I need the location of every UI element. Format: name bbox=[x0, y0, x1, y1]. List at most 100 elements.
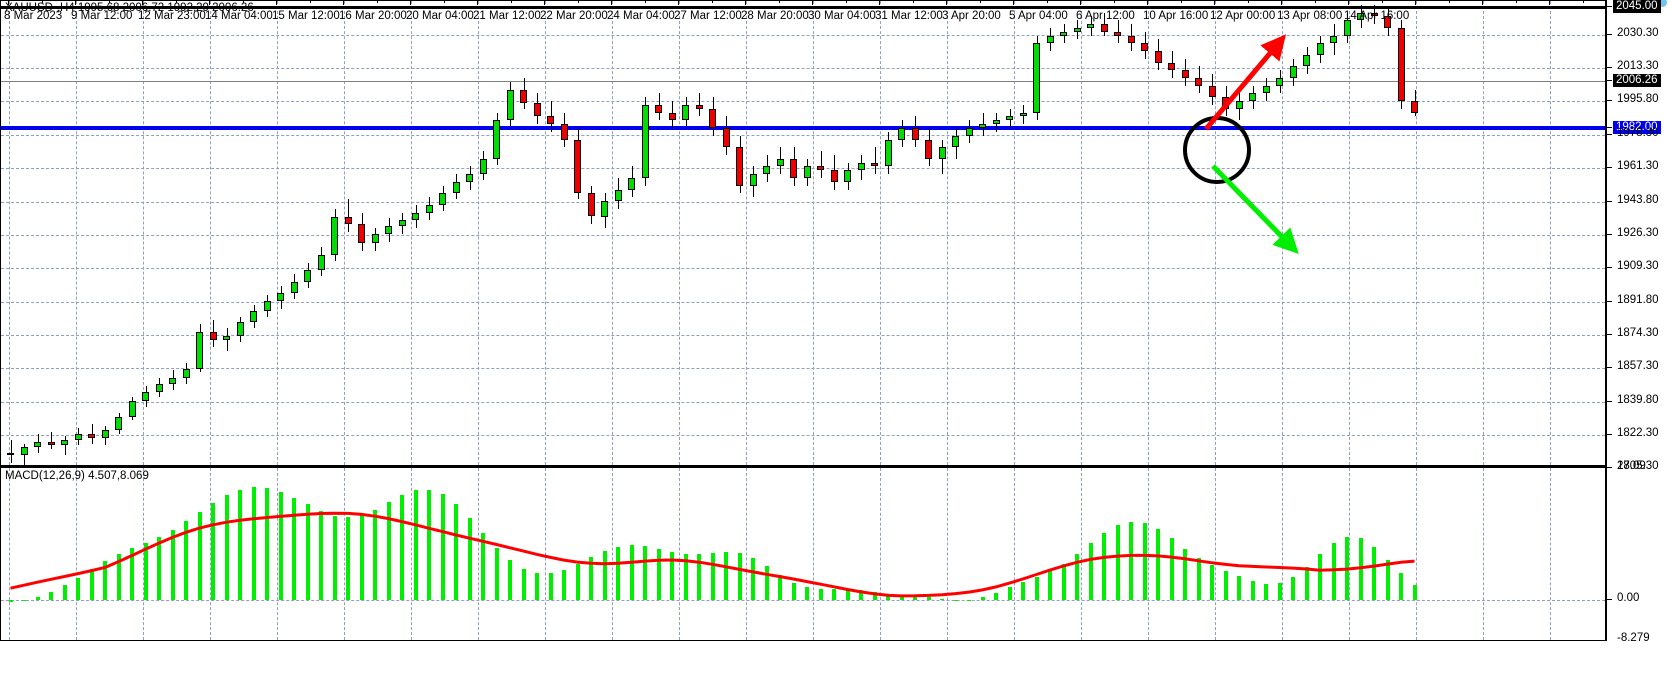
macd-histogram-bar bbox=[1007, 587, 1012, 600]
candle-bullish bbox=[223, 335, 230, 340]
macd-histogram-bar bbox=[953, 599, 958, 601]
decision-zone-circle-annotation[interactable] bbox=[1183, 116, 1251, 184]
price-label: 1978.30 bbox=[1617, 127, 1659, 140]
candle-wick bbox=[64, 435, 66, 456]
candle-wick bbox=[874, 147, 876, 175]
candle-bullish bbox=[74, 433, 82, 440]
macd-histogram-bar bbox=[251, 487, 256, 600]
price-tick bbox=[1607, 234, 1612, 236]
time-tick bbox=[1214, 0, 1215, 5]
macd-histogram-bar bbox=[562, 569, 566, 600]
time-label: 14 Apr 16:00 bbox=[1344, 10, 1410, 22]
grid-line-vertical bbox=[1550, 468, 1551, 640]
macd-label: -8.279 bbox=[1617, 632, 1650, 644]
grid-line-vertical bbox=[411, 468, 412, 640]
candle-bearish bbox=[1208, 85, 1216, 98]
candle-bearish bbox=[1181, 70, 1189, 78]
time-tick bbox=[142, 0, 143, 5]
candle-bullish bbox=[290, 281, 298, 294]
grid-line-vertical bbox=[9, 1, 10, 465]
time-tick bbox=[410, 0, 411, 5]
time-label: 30 Mar 04:00 bbox=[808, 10, 876, 22]
macd-histogram-bar bbox=[697, 554, 701, 600]
time-label: 9 Mar 12:00 bbox=[71, 10, 133, 22]
time-label: 14 Mar 04:00 bbox=[205, 10, 273, 22]
time-tick bbox=[1649, 0, 1651, 3]
grid-line-vertical bbox=[411, 1, 412, 465]
candle-bullish bbox=[763, 166, 770, 175]
candle-bullish bbox=[506, 89, 514, 121]
time-tick bbox=[1515, 0, 1517, 3]
candle-bullish bbox=[898, 127, 905, 140]
macd-histogram-bar bbox=[643, 546, 647, 600]
grid-line-vertical bbox=[679, 468, 680, 640]
macd-histogram-bar bbox=[481, 532, 485, 600]
time-tick bbox=[1448, 0, 1450, 3]
macd-histogram-bar bbox=[103, 561, 107, 600]
time-tick bbox=[1381, 0, 1383, 3]
candle-bearish bbox=[871, 162, 878, 167]
level-line-resistance bbox=[1, 5, 1605, 9]
candle-bullish bbox=[452, 181, 460, 194]
time-label: 12 Apr 00:00 bbox=[1210, 10, 1276, 22]
macd-label: 0.00 bbox=[1617, 591, 1640, 604]
candle-bullish bbox=[182, 368, 190, 379]
candle-bearish bbox=[209, 331, 217, 340]
macd-histogram-bar bbox=[278, 491, 283, 600]
grid-line-horizontal bbox=[1, 135, 1605, 137]
candle-bearish bbox=[695, 104, 703, 109]
macd-histogram-bar bbox=[629, 545, 634, 600]
macd-histogram-bar bbox=[899, 597, 904, 600]
price-label: 1805.30 bbox=[1617, 460, 1659, 472]
time-label: 27 Mar 12:00 bbox=[674, 10, 742, 22]
macd-histogram-bar bbox=[89, 569, 94, 600]
macd-histogram-bar bbox=[170, 529, 175, 600]
candle-bullish bbox=[466, 174, 473, 182]
macd-indicator-pane[interactable]: MACD(12,26,9) 4.507,8.069 bbox=[0, 467, 1606, 641]
grid-line-vertical bbox=[1416, 468, 1417, 640]
price-chart-pane[interactable]: XAUUSD-,H4 1995.68 2006.72 1992.29 2006.… bbox=[0, 0, 1606, 467]
time-tick bbox=[979, 0, 981, 3]
scroll-indicator-dot[interactable] bbox=[1658, 0, 1667, 7]
time-tick bbox=[1113, 0, 1115, 3]
grid-line-horizontal bbox=[1, 201, 1605, 203]
macd-histogram-bar bbox=[1264, 583, 1268, 600]
candle-bullish bbox=[236, 322, 244, 336]
macd-histogram-bar bbox=[8, 599, 13, 603]
price-scale-axis[interactable]: 2045.00 2030.30 2013.30 2006.26 1995.80 1982.… bbox=[1606, 0, 1672, 644]
time-tick bbox=[1080, 0, 1081, 5]
time-tick bbox=[1147, 0, 1148, 5]
grid-line-vertical bbox=[1349, 1, 1350, 465]
candle-bearish bbox=[911, 127, 919, 140]
macd-histogram-bar bbox=[926, 597, 931, 600]
time-label: 28 Mar 20:00 bbox=[741, 10, 809, 22]
candle-bearish bbox=[722, 127, 730, 148]
candle-bearish bbox=[1100, 24, 1108, 32]
macd-histogram-bar bbox=[467, 517, 472, 600]
macd-histogram-bar bbox=[575, 563, 580, 600]
candle-bullish bbox=[601, 201, 608, 217]
time-label: 21 Mar 12:00 bbox=[473, 10, 541, 22]
time-tick bbox=[1247, 0, 1249, 3]
grid-line-vertical bbox=[277, 468, 278, 640]
macd-histogram-bar bbox=[589, 556, 593, 600]
price-tick bbox=[1607, 366, 1612, 368]
time-tick bbox=[41, 0, 43, 3]
candle-bullish bbox=[439, 193, 446, 205]
price-label: 1943.80 bbox=[1617, 193, 1659, 206]
macd-histogram-bar bbox=[508, 560, 512, 600]
time-label: 12 Mar 23:00 bbox=[138, 10, 206, 22]
grid-line-vertical bbox=[1014, 1, 1015, 465]
candle-bullish bbox=[1073, 27, 1081, 32]
grid-line-horizontal bbox=[1, 335, 1605, 337]
candle-bullish bbox=[20, 447, 28, 456]
candle-bearish bbox=[1114, 31, 1121, 36]
macd-histogram-bar bbox=[1075, 554, 1079, 600]
macd-histogram-bar bbox=[1291, 577, 1295, 600]
candle-bullish bbox=[628, 178, 635, 190]
time-label: 16 Mar 20:00 bbox=[339, 10, 407, 22]
candle-bullish bbox=[1060, 31, 1067, 36]
candle-bearish bbox=[1141, 43, 1148, 52]
macd-histogram-bar bbox=[224, 495, 229, 600]
